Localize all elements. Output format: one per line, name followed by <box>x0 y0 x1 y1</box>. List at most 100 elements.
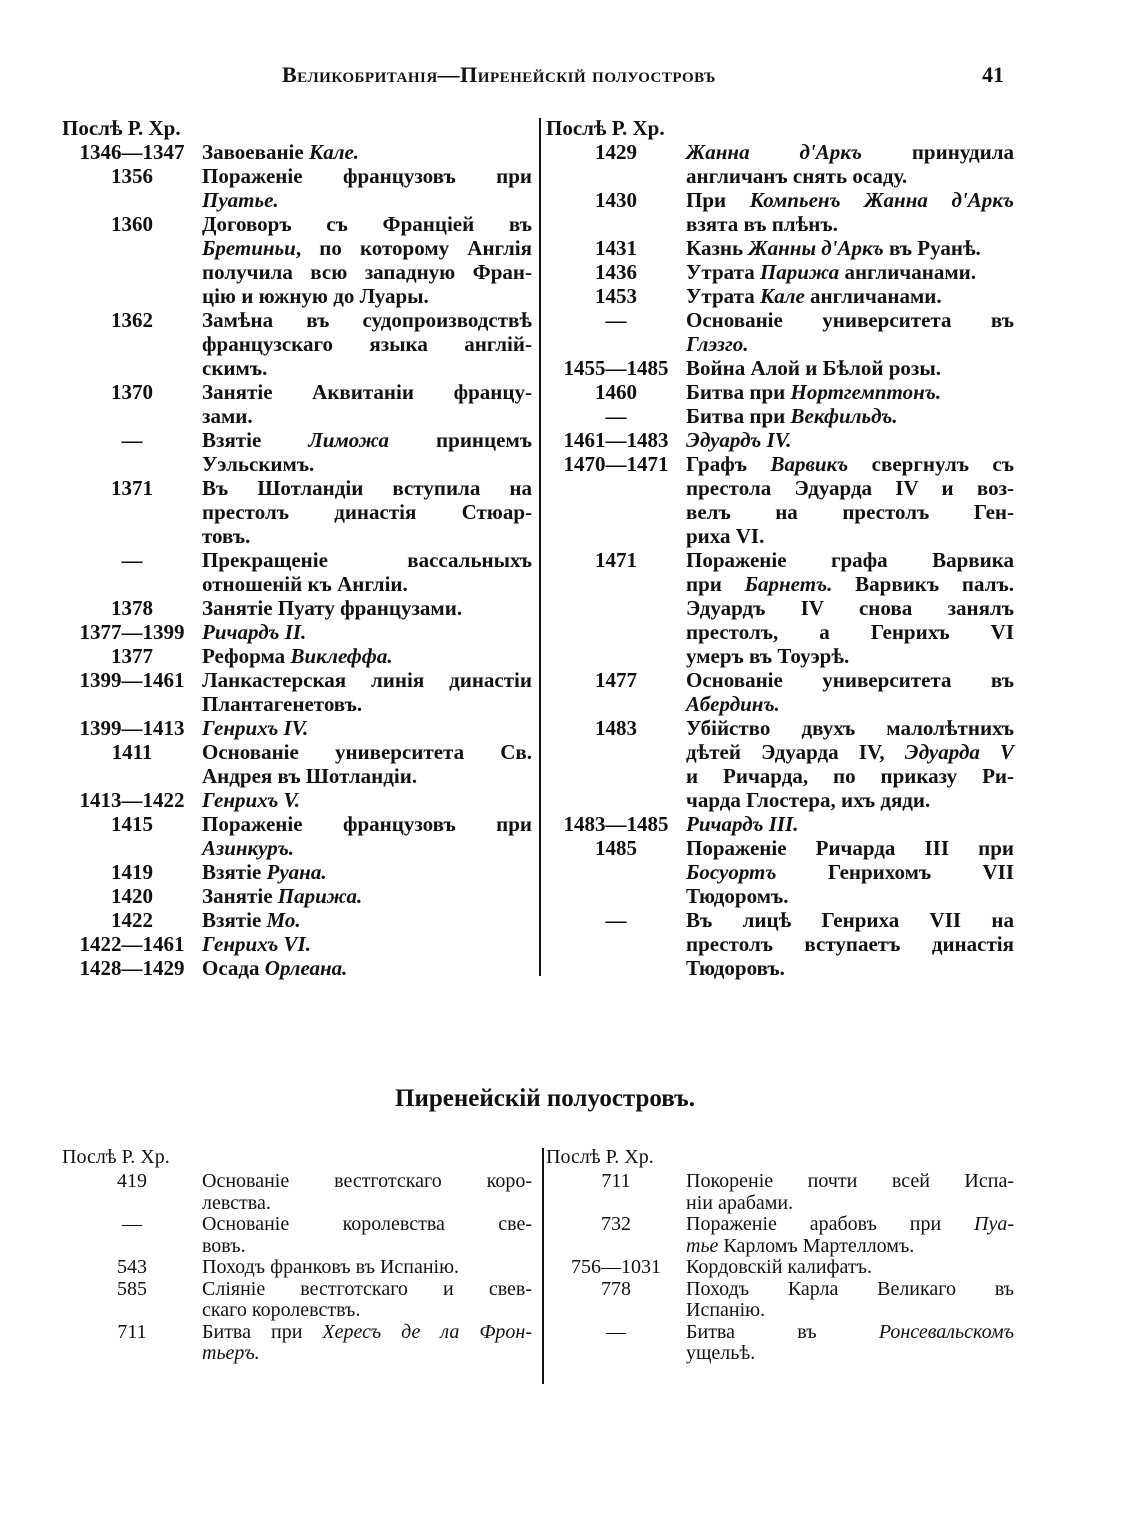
entry-text: Взятіе Лиможа принцемъ Уэльскимъ. <box>202 428 532 476</box>
chronology-entry: 711 Битва при Хересъ де ла Фрон-тьеръ. <box>62 1320 532 1365</box>
italic-name: Компьенъ Жанна д'Аркъ <box>749 188 1014 212</box>
italic-name: Эдуарда V <box>904 740 1014 764</box>
text-segment: принцемъ <box>389 428 532 452</box>
text-line: При Компьенъ Жанна д'Аркъ <box>686 188 1014 212</box>
text-segment: англичанами. <box>804 284 942 308</box>
entry-text: Генрихъ VI. <box>202 932 532 956</box>
text-segment: Прекращеніе вассальныхъ <box>202 548 532 572</box>
entry-text: Основаніе вестготскаго коро-левства. <box>202 1170 532 1215</box>
entry-text: Битва при Хересъ де ла Фрон-тьеръ. <box>202 1320 532 1365</box>
text-line: Пораженіе Ричарда III при <box>686 836 1014 860</box>
entry-date: 1422—1461 <box>79 932 185 956</box>
chronology-entry: 1419 Взятіе Руана. <box>62 860 532 884</box>
entry-date: — <box>121 548 143 572</box>
text-line: дѣтей Эдуарда IV, Эдуарда V <box>686 740 1014 764</box>
text-line: Уэльскимъ. <box>202 452 532 476</box>
entry-date: 1370 <box>111 380 153 404</box>
text-line: Основаніе университета въ <box>686 308 1014 332</box>
entry-date: 1455—1485 <box>563 356 669 380</box>
chronology-entry: 1399—1461 Ланкастерская линія династіи Пла… <box>62 668 533 716</box>
section-title: Пиренейскій полуостровъ. <box>395 1085 695 1112</box>
text-segment: умеръ въ Тоуэрѣ. <box>686 644 850 668</box>
text-segment: скаго королевствъ. <box>202 1299 361 1321</box>
entry-date: 1429 <box>595 140 637 164</box>
text-segment: Плантагенетовъ. <box>202 692 363 716</box>
chronology-entry: 1483 Убійство двухъ малолѣтнихъ дѣтей Эдуа… <box>546 716 1014 812</box>
entry-date: — <box>122 1213 142 1235</box>
text-segment: ніи арабами. <box>686 1191 794 1214</box>
text-line: французскаго языка англій- <box>202 332 532 356</box>
text-segment: Карломъ Мартелломъ. <box>718 1234 915 1257</box>
italic-name: Хересъ де ла Фрон- <box>322 1320 532 1343</box>
entry-text: Занятіе Пуату французами. <box>202 596 532 620</box>
entry-date: 1471 <box>595 548 637 572</box>
text-line: товъ. <box>202 524 532 548</box>
text-line: Генрихъ IV. <box>202 716 532 740</box>
text-segment: Пораженіе Ричарда III при <box>686 836 1014 860</box>
text-segment: Испанію. <box>686 1299 766 1321</box>
text-segment: англичанъ снять осаду. <box>686 164 908 188</box>
italic-name: Ричардъ III. <box>686 812 799 836</box>
text-segment: Битва въ <box>686 1320 879 1343</box>
italic-name: Нортгемптонъ. <box>790 380 942 404</box>
entry-text: Пораженіе французовъ при Азинкуръ. <box>202 812 532 860</box>
entry-date: 1428—1429 <box>79 956 185 980</box>
entry-text: Взятіе Мо. <box>202 908 532 932</box>
text-line: Тюдоромъ. <box>686 884 1014 908</box>
italic-name: Пуа- <box>974 1213 1014 1235</box>
text-line: Война Алой и Бѣлой розы. <box>686 356 1014 380</box>
text-line: престолъ вступаетъ династія <box>686 932 1014 956</box>
text-segment: Основаніе университета въ <box>686 308 1014 332</box>
chronology-entry: 1377 Реформа Виклеффа. <box>62 644 532 668</box>
italic-name: Босуортъ <box>686 860 777 884</box>
chronology-entry: 1422 Взятіе Мо. <box>62 908 532 932</box>
text-line: Основаніе королевства све- <box>202 1213 532 1236</box>
text-line: вовъ. <box>202 1234 532 1258</box>
text-line: взята въ плѣнъ. <box>686 212 1014 236</box>
entry-date: 585 <box>117 1277 147 1300</box>
text-line: умеръ въ Тоуэрѣ. <box>686 644 1014 668</box>
text-line: левства. <box>202 1192 532 1215</box>
text-segment: вовъ. <box>202 1234 246 1257</box>
entry-text: Занятіе Парижа. <box>202 884 532 908</box>
entry-text: Пораженіе графа Варвика при Барнетъ. Варв… <box>686 548 1014 668</box>
text-line: Глэзго. <box>686 332 1014 356</box>
entry-text: Основаніе королевства све-вовъ. <box>202 1213 532 1258</box>
chronology-entry: 1483—1485 Ричардъ III. <box>546 812 1014 836</box>
entry-text: Походъ Карла Великаго въ Испанію. <box>686 1277 1014 1322</box>
chronology-entry: 1420 Занятіе Парижа. <box>62 884 532 908</box>
text-line: Осада Орлеана. <box>202 956 532 980</box>
text-line: Походъ Карла Великаго въ <box>686 1277 1014 1301</box>
entry-text: Реформа Виклеффа. <box>202 644 532 668</box>
chronology-entry: 1360 Договоръ съ Франціей въ Бретиньи, по … <box>62 212 532 308</box>
text-segment: въ Руанѣ. <box>883 236 981 260</box>
text-line: Битва при Хересъ де ла Фрон- <box>202 1320 532 1344</box>
text-line: ущельѣ. <box>686 1342 1014 1365</box>
italic-name: Ронсевальскомъ <box>878 1320 1014 1343</box>
entry-date: — <box>121 428 143 452</box>
entry-date: 1377 <box>111 644 153 668</box>
chronology-entry: 1455—1485 Война Алой и Бѣлой розы. <box>546 356 1014 380</box>
chronology-entry: 711 Покореніе почти всей Испа-ніи арабами… <box>546 1170 1014 1214</box>
entry-text: При Компьенъ Жанна д'Аркъ взята въ плѣнъ. <box>686 188 1014 236</box>
chronology-entry: 1399—1413 Генрихъ IV. <box>62 716 532 740</box>
chronology-entry: 1356 Пораженіе французовъ при Пуатье. <box>62 164 532 212</box>
text-line: Кордовскій калифатъ. <box>686 1256 1014 1279</box>
text-segment: французскаго языка англій- <box>202 332 532 356</box>
entry-date: 1460 <box>595 380 637 404</box>
text-segment: Походъ Карла Великаго въ <box>686 1277 1014 1300</box>
chronology-entry: 1429 Жанна д'Аркъ принудила англичанъ снят… <box>546 140 1014 188</box>
italic-name: Лиможа <box>308 428 389 452</box>
italic-name: Азинкуръ. <box>202 836 295 860</box>
entry-text: Битва при Нортгемптонъ. <box>686 380 1014 404</box>
text-segment: ущельѣ. <box>686 1342 756 1364</box>
text-segment: риха VI. <box>686 524 765 548</box>
chronology-entry: 1470—1471 Графъ Варвикъ свергнулъ съ прест… <box>546 452 1015 548</box>
text-line: Казнь Жанны д'Аркъ въ Руанѣ. <box>686 236 1014 260</box>
entry-date: 1362 <box>111 308 153 332</box>
entry-date: 711 <box>601 1170 631 1192</box>
chronology-entry: 1431 Казнь Жанны д'Аркъ въ Руанѣ. <box>546 236 1014 260</box>
text-segment: Графъ <box>686 452 771 476</box>
text-line: Занятіе Аквитаніи францу- <box>202 380 532 404</box>
entry-date: 1485 <box>595 836 637 860</box>
